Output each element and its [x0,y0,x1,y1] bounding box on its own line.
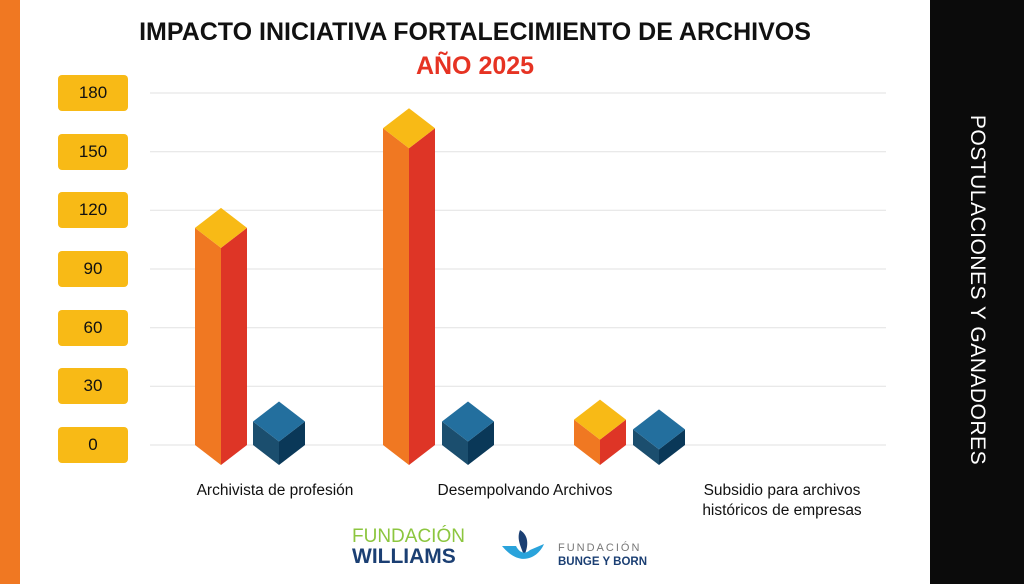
bar-series-1 [195,207,247,465]
chart-title: IMPACTO INICIATIVA FORTALECIMIENTO DE AR… [139,18,811,46]
fundacion-bunge-y-born-logo: FUNDACIÓN BUNGE Y BORN [500,528,680,572]
bar-face-right [600,419,626,465]
y-tick-label: 150 [58,133,128,170]
side-panel: POSTULACIONES Y GANADORES [930,0,1024,584]
y-tick-label: 180 [58,75,128,111]
bar-face-right [659,429,685,465]
bar-face-left [574,419,600,465]
bar-face-left [633,429,659,465]
y-tick-label: 120 [58,192,128,229]
logo-text: WILLIAMS [352,545,456,568]
bar-face-right [279,421,305,465]
bar-face-left [383,128,409,465]
logo-text: FUNDACIÓN [352,526,465,547]
logo-text: BUNGE Y BORN [558,556,648,568]
y-tick-label: 90 [58,251,128,287]
category-label: Subsidio para archivos históricos de emp… [702,482,862,519]
bar-face-top [633,409,685,450]
bar-series-2 [442,401,494,465]
bar-face-top [383,108,435,149]
bunge-logo-mark-icon [502,530,544,559]
bar-face-top [195,207,247,248]
bar-face-top [574,399,626,440]
bar-face-left [253,421,279,465]
bar-face-right [409,128,435,465]
category-label: Desempolvando Archivos [437,482,613,499]
bar-face-left [195,227,221,465]
bar-face-right [468,421,494,465]
bar-series-2 [633,409,685,465]
bar-series-1 [574,399,626,465]
side-label: POSTULACIONES Y GANADORES [966,114,989,466]
logo-text: FUNDACIÓN [558,542,642,554]
bar-face-left [442,421,468,465]
y-tick-label: 60 [58,309,128,346]
bar-series-2 [253,401,305,465]
left-accent-strip [0,0,20,584]
category-label: Archivista de profesión [196,482,354,499]
y-tick-label: 30 [58,368,128,405]
bar-series-1 [383,108,435,465]
bar-face-top [253,401,305,442]
y-tick-label: 0 [58,427,128,463]
chart-subtitle: AÑO 2025 [415,52,535,80]
bar-face-top [442,401,494,442]
fundacion-williams-logo: FUNDACIÓN WILLIAMS [352,526,465,568]
bar-face-right [221,227,247,465]
